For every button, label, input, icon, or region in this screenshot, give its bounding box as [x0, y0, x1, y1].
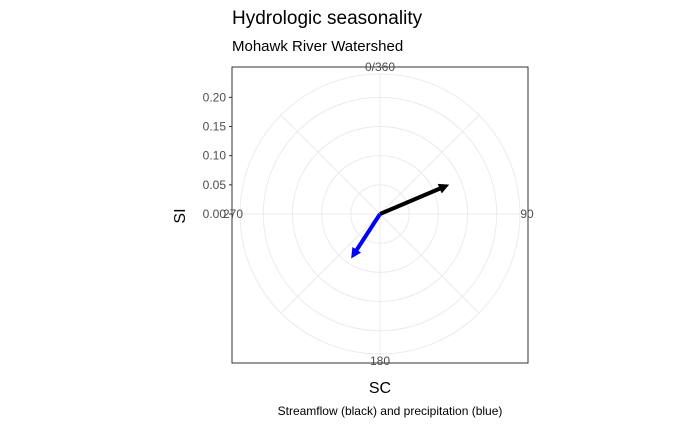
angle-label: 0/360 [365, 60, 395, 74]
radial-tick-label: 0.05 [203, 178, 227, 192]
grid-spoke [379, 114, 480, 215]
chart-title: Hydrologic seasonality [232, 8, 423, 29]
radial-tick-label: 0.15 [203, 120, 227, 134]
angle-label: 270 [223, 207, 243, 221]
vectors [351, 183, 450, 259]
radial-tick-label: 0.20 [203, 90, 227, 104]
grid-spoke [379, 213, 480, 314]
polar-grid [239, 73, 521, 355]
chart-caption: Streamflow (black) and precipitation (bl… [277, 404, 503, 418]
radial-tick-label: 0.00 [203, 207, 227, 221]
precipitation-vector [351, 212, 382, 259]
streamflow-vector [379, 183, 450, 216]
chart-subtitle: Mohawk River Watershed [232, 38, 404, 55]
radial-tick-labels: 0.00 0.05 0.10 0.15 0.20 [203, 90, 232, 221]
y-axis-label: SI [172, 208, 189, 223]
radial-tick-label: 0.10 [203, 149, 227, 163]
angle-labels: 0/360 90 180 270 [223, 60, 534, 368]
grid-spoke [280, 114, 381, 215]
grid-spoke [280, 213, 381, 314]
x-axis-label: SC [369, 380, 391, 397]
angle-label: 180 [370, 354, 390, 368]
angle-label: 90 [520, 207, 534, 221]
